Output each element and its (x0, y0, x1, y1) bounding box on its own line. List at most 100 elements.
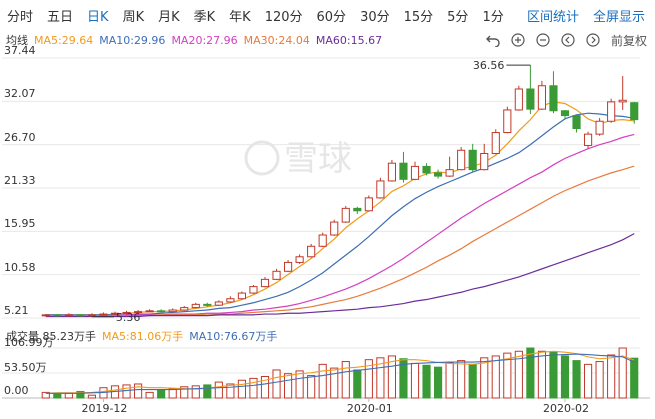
tab-8[interactable]: 60分 (316, 9, 347, 25)
y-tick-label: 26.70 (4, 130, 36, 144)
volume-bar (260, 376, 270, 399)
volume-bar (87, 394, 96, 399)
y-tick-label: 37.44 (4, 44, 36, 57)
volume-bar (134, 383, 143, 399)
tab-5[interactable]: 季K (193, 9, 216, 25)
range-stats-link[interactable]: 区间统计 (526, 9, 579, 25)
candle-body (330, 221, 339, 236)
ma-legend: 均线 MA5:29.64 MA10:29.96 MA20:27.96 MA30:… (6, 32, 382, 48)
volume-bar (457, 360, 466, 399)
candle-body (99, 313, 108, 316)
adjust-select[interactable]: 前复权 (610, 33, 647, 48)
volume-bar (295, 370, 304, 399)
watermark-logo-icon (244, 140, 280, 176)
volume-y-tick-label: 53.50万 (4, 360, 47, 374)
y-tick-label: 10.58 (4, 260, 36, 274)
zoom-out-icon[interactable] (536, 33, 550, 47)
candle-body (41, 314, 50, 317)
volume-bar (399, 358, 408, 399)
pan-left-icon[interactable] (561, 33, 575, 47)
ma10-legend: MA10:29.96 (99, 33, 166, 47)
volume-ma10-line (45, 353, 635, 394)
candle-body (157, 310, 166, 313)
volume-bar (41, 391, 50, 399)
tab-4[interactable]: 月K (158, 9, 180, 25)
candle-body (53, 314, 62, 317)
candle-body (618, 99, 627, 103)
volume-bar (468, 363, 477, 399)
volume-bar (422, 364, 431, 399)
y-tick-label: 21.33 (4, 173, 36, 187)
tab-9[interactable]: 30分 (360, 9, 390, 25)
tab-0[interactable]: 分时 (7, 9, 34, 25)
candle-body (284, 261, 293, 272)
ma-legend-label: 均线 (6, 34, 28, 47)
candle-body (341, 207, 350, 223)
candle-body (87, 314, 96, 317)
ma-line-ma10 (45, 112, 635, 316)
candle-body (537, 85, 546, 110)
candle-body (399, 162, 408, 180)
volume-bar (64, 392, 73, 399)
candle-body (353, 207, 362, 212)
volume-bar (630, 357, 639, 399)
y-tick-label: 32.07 (4, 87, 36, 101)
min-price-label: 5.36 (116, 311, 141, 324)
volume-bar (272, 369, 281, 399)
candle-body (226, 298, 235, 303)
tab-2[interactable]: 日K (87, 9, 109, 25)
volume-bar (537, 350, 546, 399)
tab-11[interactable]: 5分 (447, 9, 469, 25)
candle-body (584, 133, 593, 146)
watermark-text: 雪球 (284, 139, 352, 179)
volume-bar (191, 385, 200, 399)
volume-bar (341, 361, 350, 399)
ma-line-ma30 (45, 165, 635, 317)
volume-bar (572, 360, 581, 399)
candle-body (387, 162, 397, 182)
candle-body (572, 115, 581, 130)
ma60-legend: MA60:15.67 (315, 33, 383, 47)
candle-body (122, 311, 131, 314)
candle-body (145, 310, 154, 313)
tab-7[interactable]: 120分 (264, 9, 303, 25)
volume-bar (526, 347, 535, 399)
x-tick-label: 2019-12 (81, 402, 128, 415)
candle-body (630, 102, 639, 121)
volume-bar (445, 361, 454, 399)
undo-icon[interactable] (485, 33, 500, 47)
volume-bar (434, 366, 443, 399)
volume-bar (76, 390, 85, 399)
candle-body (64, 314, 73, 317)
tab-10[interactable]: 15分 (403, 9, 434, 25)
candle-body (503, 109, 512, 134)
volume-bar (330, 367, 339, 399)
candle-body (445, 169, 454, 177)
volume-bar (503, 352, 512, 399)
volume-bar (353, 369, 362, 399)
candle-body (607, 101, 616, 122)
volume-bar (226, 383, 235, 399)
volume-bar (618, 347, 627, 399)
candle-body (249, 286, 258, 294)
tab-3[interactable]: 周K (122, 9, 145, 25)
candle-body (76, 314, 85, 317)
fullscreen-link[interactable]: 全屏显示 (592, 9, 645, 25)
candle-body (595, 120, 604, 135)
x-tick-label: 2020-01 (346, 402, 393, 415)
candle-body (134, 311, 143, 314)
volume-bar (157, 390, 166, 399)
candle-body (191, 303, 200, 309)
zoom-in-icon[interactable] (511, 33, 525, 47)
tab-1[interactable]: 五日 (47, 9, 74, 25)
ma-line-ma20 (45, 133, 635, 317)
tab-12[interactable]: 1分 (482, 9, 504, 25)
volume-bar (284, 373, 293, 399)
volume-bar (549, 351, 558, 399)
tab-6[interactable]: 年K (229, 9, 251, 25)
pan-right-icon[interactable] (586, 33, 600, 47)
volume-ma5-legend: MA5:81.06万手 (102, 329, 184, 343)
candle-body (260, 278, 270, 288)
volume-bar (214, 381, 223, 399)
